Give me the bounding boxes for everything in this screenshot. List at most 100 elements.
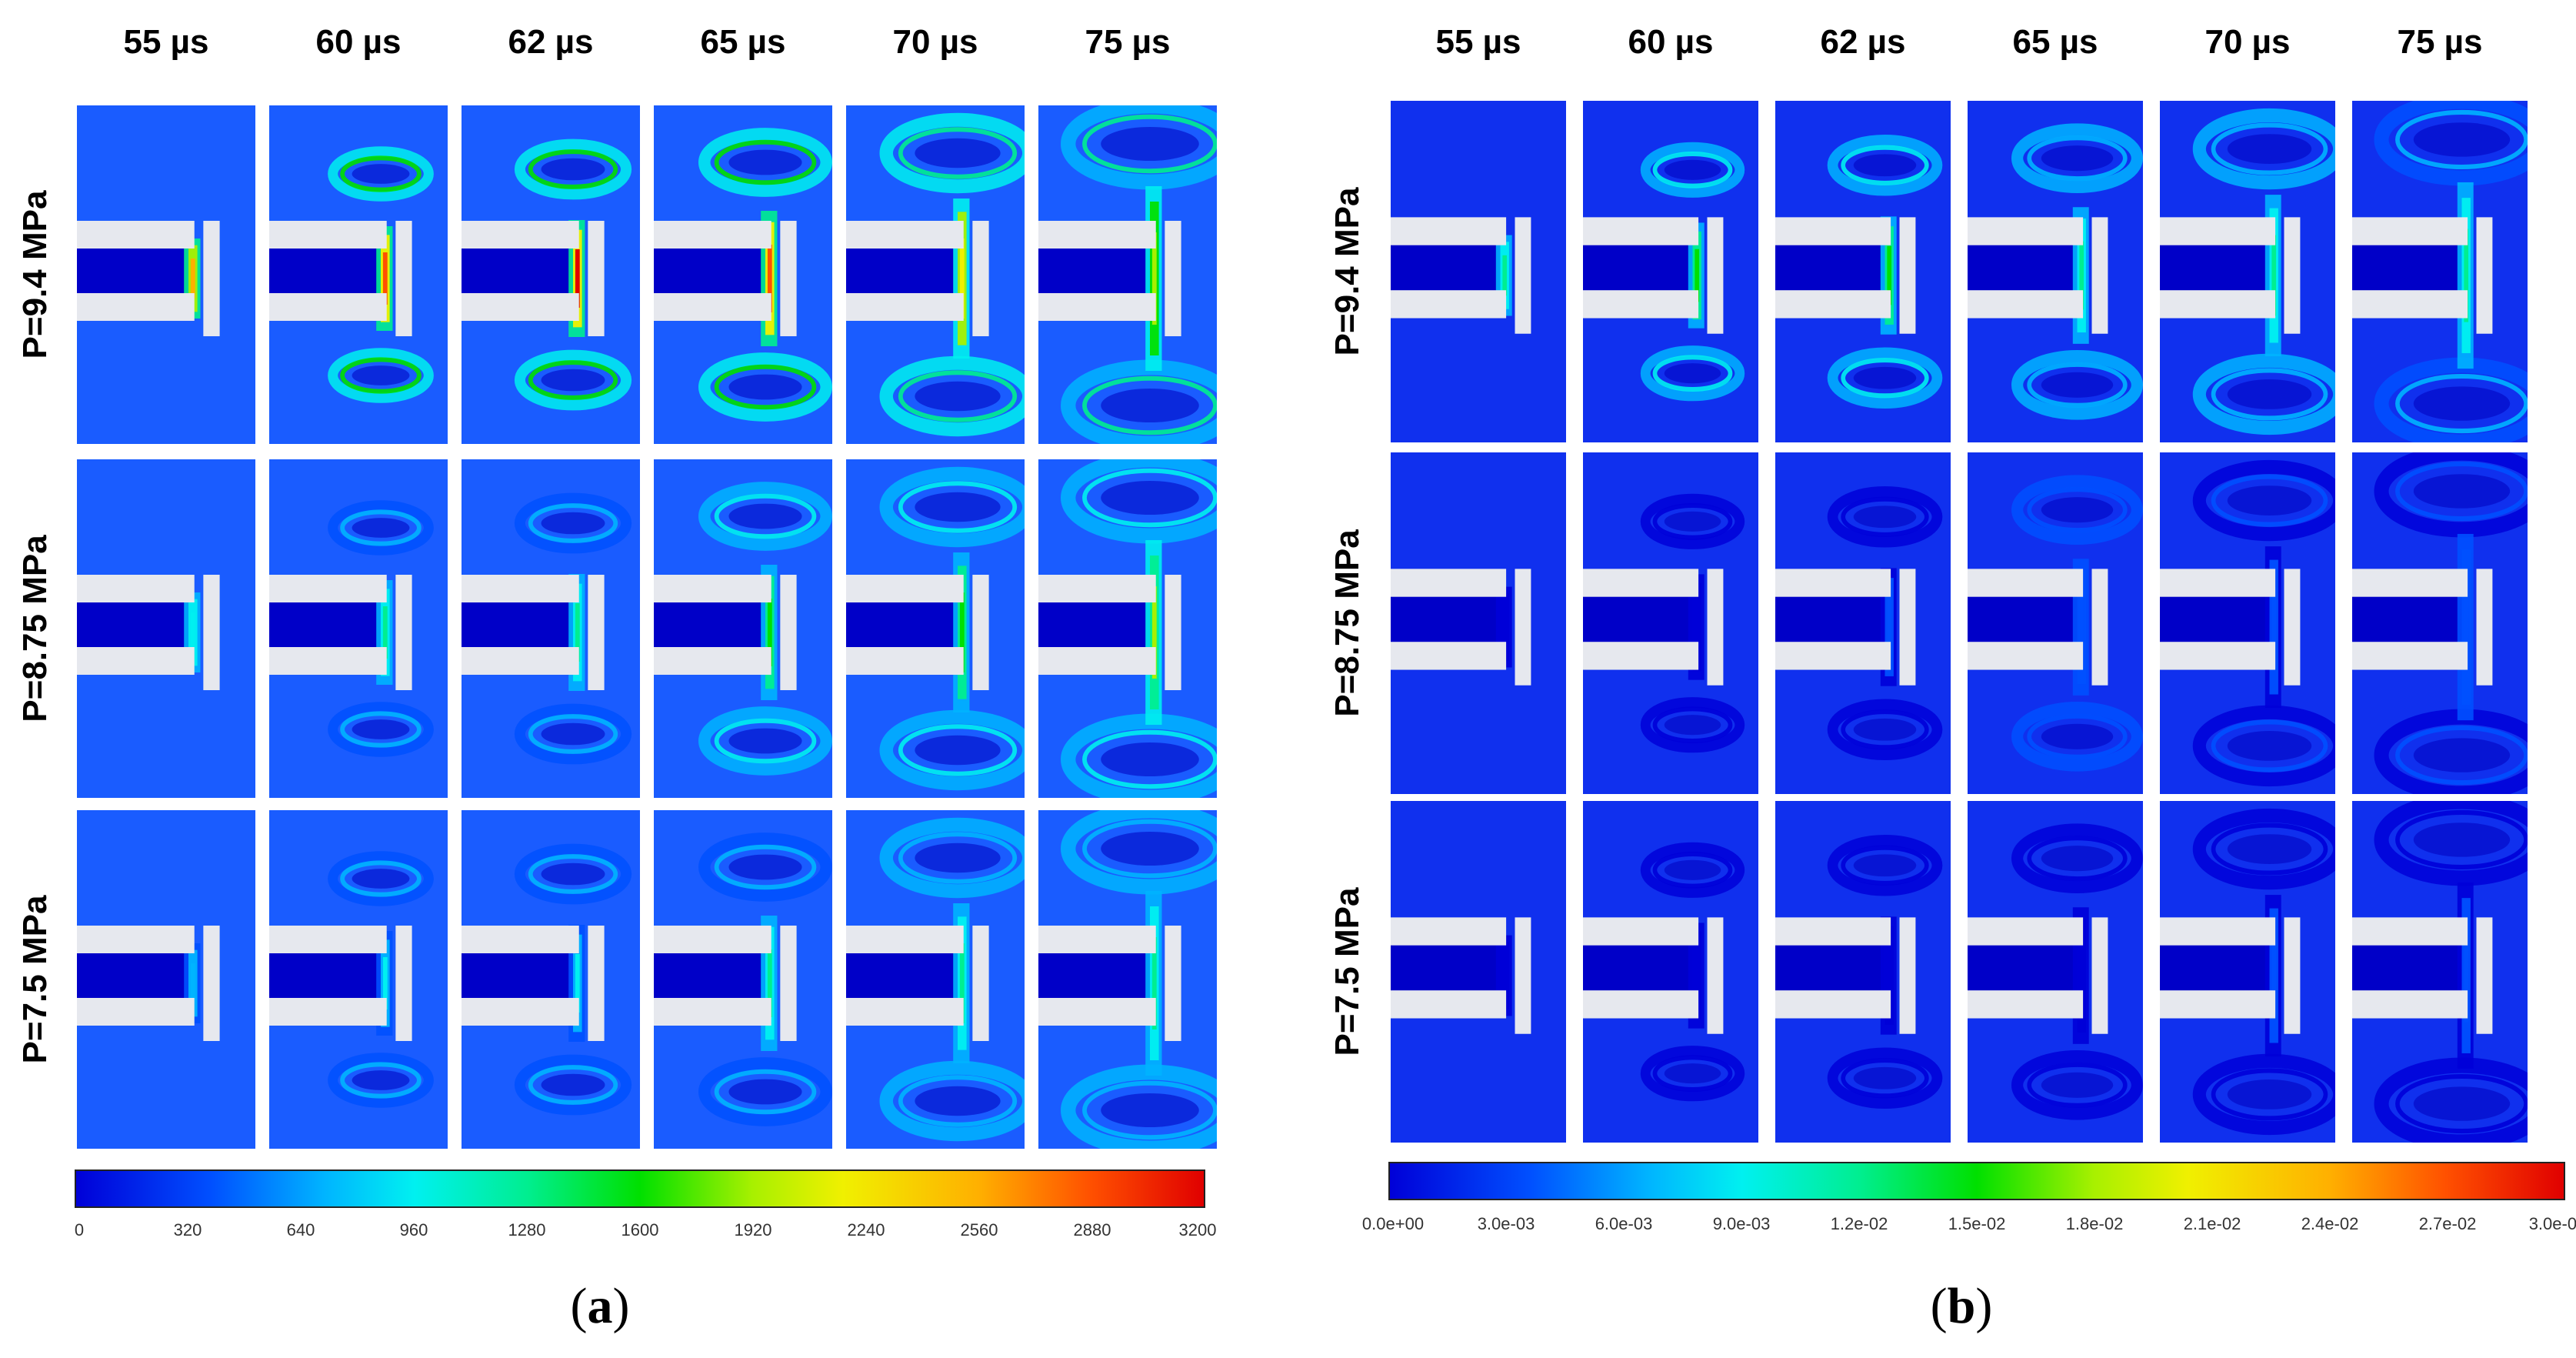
simulation-snapshot [267, 808, 450, 1151]
contour-field [846, 105, 1025, 444]
time-label: 65 µs [700, 23, 786, 61]
simulation-snapshot [75, 103, 258, 446]
simulation-snapshot [844, 457, 1027, 800]
contour-field [654, 105, 832, 444]
contour-field [462, 810, 640, 1149]
colorbar-tick-label: 1.2e-02 [1830, 1214, 1888, 1233]
contour-field [1968, 452, 2143, 794]
colorbar-tick-label: 1600 [621, 1220, 659, 1240]
simulation-snapshot [1036, 457, 1219, 800]
contour-field [2352, 101, 2528, 442]
colorbar-tick-label: 2.7e-02 [2418, 1214, 2477, 1233]
colorbar-tick-label: 3.0e-03 [1477, 1214, 1535, 1233]
pressure-row-label: P=7.5 MPa [16, 895, 54, 1064]
colorbar-tick-label: 0.0e+00 [1361, 1214, 1425, 1233]
contour-field [654, 810, 832, 1149]
time-label: 60 µs [1628, 23, 1714, 61]
time-label: 62 µs [508, 23, 594, 61]
simulation-snapshot [2158, 799, 2338, 1145]
simulation-snapshot [1388, 799, 1568, 1145]
simulation-snapshot [267, 457, 450, 800]
colorbar-tick-label: 9.0e-03 [1712, 1214, 1771, 1233]
colorbar-tick-label: 2240 [847, 1220, 885, 1240]
contour-field [1775, 452, 1951, 794]
simulation-snapshot [1388, 98, 1568, 445]
simulation-snapshot [844, 103, 1027, 446]
colorbar-tick-label: 2.4e-02 [2301, 1214, 2359, 1233]
colorbar-tick-label: 960 [399, 1220, 428, 1240]
colorbar-tick-label: 1280 [508, 1220, 546, 1240]
time-label: 75 µs [2397, 23, 2483, 61]
colorbar-tick-label: 320 [173, 1220, 202, 1240]
simulation-snapshot [1965, 450, 2145, 796]
panel-caption: (b) [1930, 1278, 1993, 1334]
contour-field [1038, 810, 1217, 1149]
time-label: 55 µs [1435, 23, 1521, 61]
colorbar-tick-label: 2560 [960, 1220, 998, 1240]
contour-field [1391, 452, 1566, 794]
simulation-snapshot [459, 808, 642, 1151]
colorbar-tick-label: 2880 [1073, 1220, 1111, 1240]
time-label: 65 µs [2012, 23, 2098, 61]
colorbar [75, 1169, 1205, 1208]
contour-field [1583, 801, 1758, 1143]
panel-a: 55 µs 60 µs 62 µs 65 µs 70 µs 75 µs P=9.4 MPa P… [0, 0, 1261, 1358]
contour-field [1968, 801, 2143, 1143]
contour-field [846, 459, 1025, 798]
colorbar-tick-label: 3200 [1178, 1220, 1217, 1240]
simulation-snapshot [459, 457, 642, 800]
contour-field [77, 105, 255, 444]
contour-field [2352, 801, 2528, 1143]
colorbar-tick-label: 3.0e-02 [2528, 1214, 2576, 1233]
simulation-snapshot [1036, 103, 1219, 446]
simulation-snapshot [2158, 98, 2338, 445]
time-label: 55 µs [123, 23, 209, 61]
contour-field [462, 105, 640, 444]
contour-field [1583, 452, 1758, 794]
contour-field [846, 810, 1025, 1149]
colorbar-tick-label: 640 [286, 1220, 315, 1240]
simulation-snapshot [651, 808, 835, 1151]
contour-field [77, 810, 255, 1149]
colorbar-tick-label: 1.8e-02 [2065, 1214, 2124, 1233]
contour-field [2352, 452, 2528, 794]
simulation-snapshot [2350, 98, 2530, 445]
simulation-snapshot [651, 457, 835, 800]
simulation-snapshot [1581, 98, 1761, 445]
contour-field [1038, 105, 1217, 444]
simulation-snapshot [2350, 799, 2530, 1145]
colorbar-tick-label: 2.1e-02 [2183, 1214, 2241, 1233]
simulation-snapshot [1581, 799, 1761, 1145]
contour-field [1775, 101, 1951, 442]
time-label: 70 µs [892, 23, 978, 61]
simulation-snapshot [1965, 98, 2145, 445]
simulation-snapshot [2158, 450, 2338, 796]
contour-field [1391, 101, 1566, 442]
contour-field [654, 459, 832, 798]
pressure-row-label: P=7.5 MPa [1328, 887, 1366, 1056]
simulation-snapshot [1388, 450, 1568, 796]
contour-field [269, 105, 448, 444]
contour-field [1038, 459, 1217, 798]
colorbar-tick-label: 1.5e-02 [1948, 1214, 2006, 1233]
contour-field [269, 459, 448, 798]
simulation-snapshot [2350, 450, 2530, 796]
simulation-snapshot [267, 103, 450, 446]
simulation-snapshot [459, 103, 642, 446]
time-label: 62 µs [1820, 23, 1906, 61]
contour-field [269, 810, 448, 1149]
simulation-snapshot [1773, 98, 1953, 445]
panel-letter: b [1947, 1278, 1976, 1334]
contour-field [462, 459, 640, 798]
colorbar-tick-label: 1920 [734, 1220, 772, 1240]
pressure-row-label: P=9.4 MPa [1328, 187, 1366, 356]
panel-caption: (a) [570, 1278, 630, 1334]
contour-field [2160, 452, 2335, 794]
colorbar-tick-label: 0 [74, 1220, 85, 1240]
simulation-snapshot [75, 457, 258, 800]
time-label: 75 µs [1085, 23, 1171, 61]
simulation-snapshot [1581, 450, 1761, 796]
simulation-snapshot [75, 808, 258, 1151]
time-label: 70 µs [2204, 23, 2291, 61]
colorbar [1388, 1162, 2565, 1200]
